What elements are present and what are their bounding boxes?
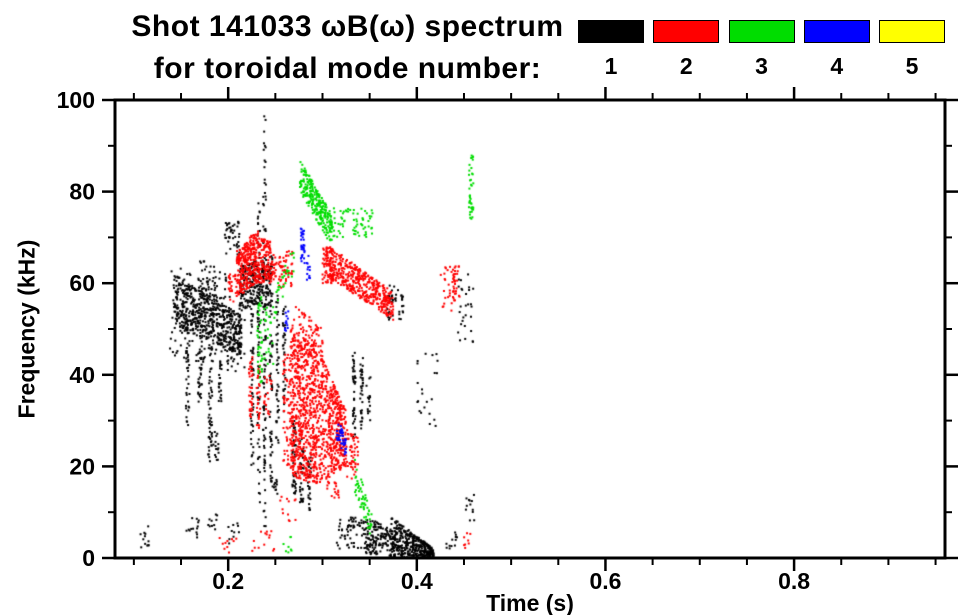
x-axis-title: Time (s)	[486, 590, 574, 615]
